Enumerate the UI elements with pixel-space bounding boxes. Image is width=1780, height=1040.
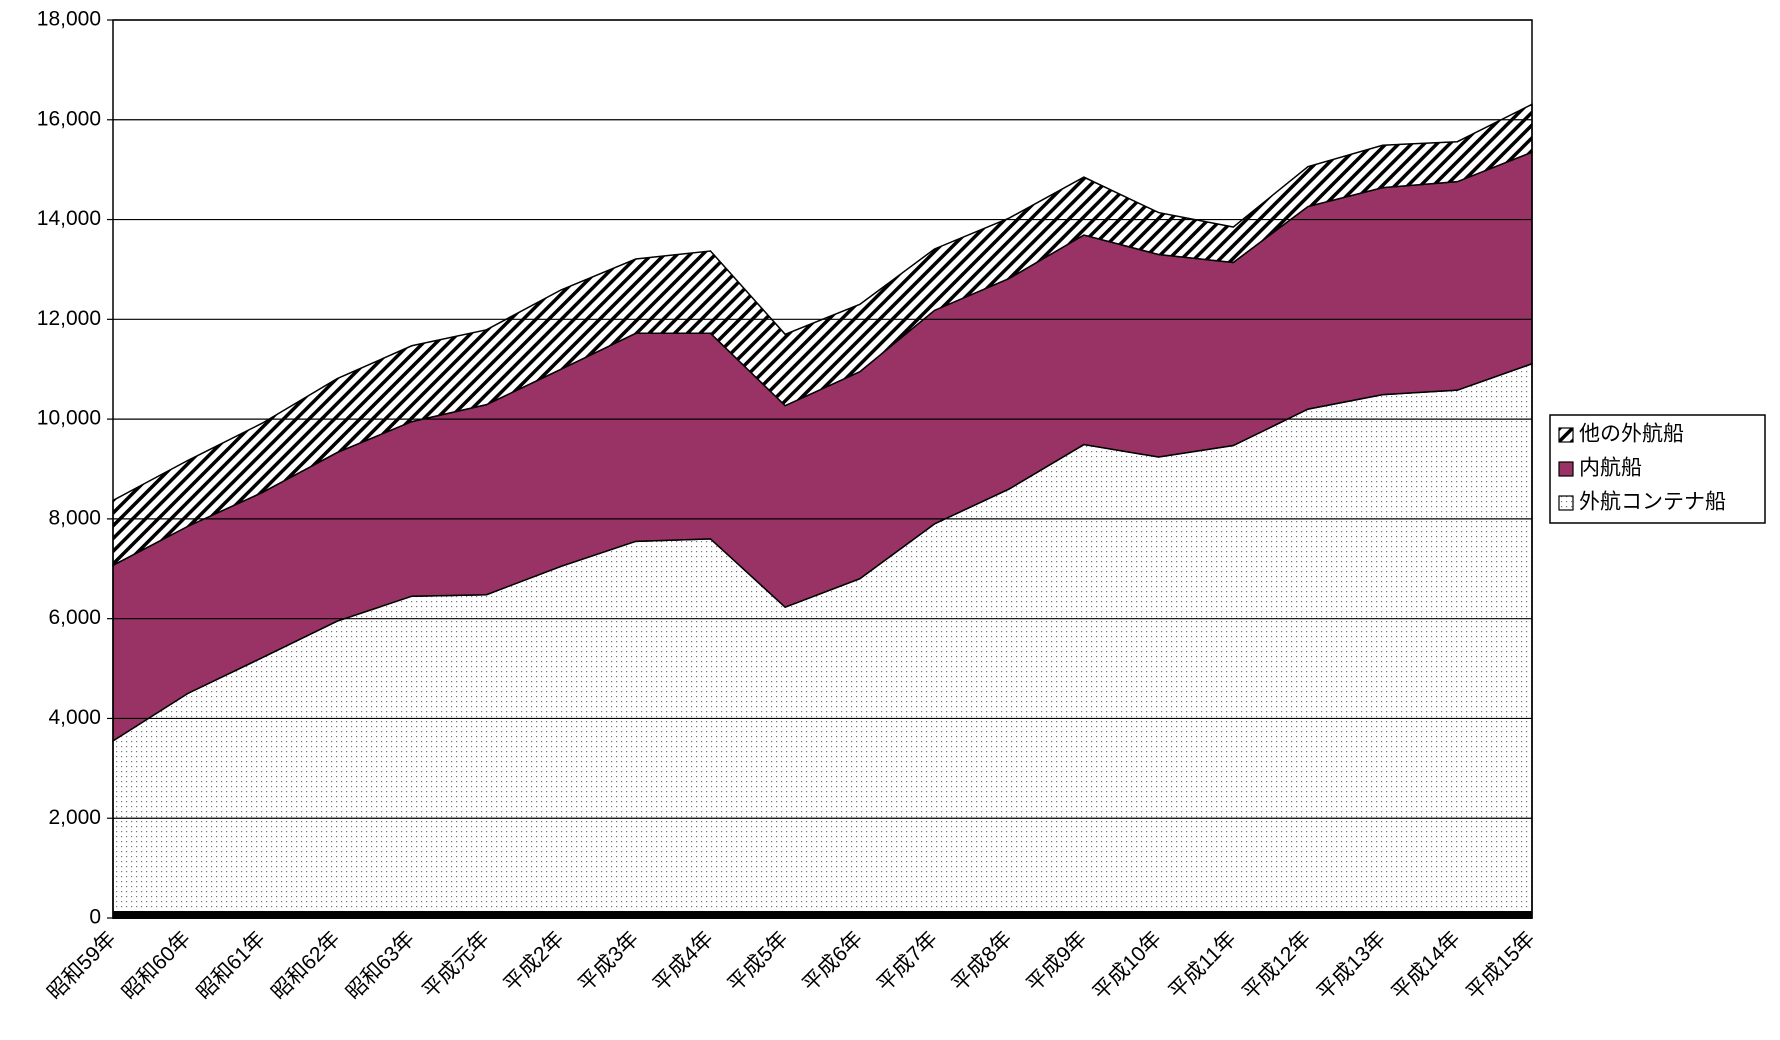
x-tick-label: 平成11年 bbox=[1164, 927, 1240, 1003]
x-tick-label: 平成10年 bbox=[1089, 927, 1166, 1004]
x-axis bbox=[113, 911, 1532, 919]
y-tick-label: 0 bbox=[89, 906, 101, 929]
x-tick-label: 平成6年 bbox=[798, 927, 867, 996]
x-tick-label: 平成元年 bbox=[418, 927, 494, 1003]
x-tick-label: 昭和61年 bbox=[192, 927, 269, 1004]
y-tick-label: 18,000 bbox=[37, 8, 101, 31]
legend-label: 他の外航船 bbox=[1579, 423, 1684, 446]
y-tick-label: 14,000 bbox=[37, 207, 101, 230]
x-tick-label: 平成15年 bbox=[1462, 927, 1539, 1004]
y-tick-label: 4,000 bbox=[48, 706, 101, 729]
x-tick-label: 平成2年 bbox=[499, 927, 568, 996]
legend-label: 外航コンテナ船 bbox=[1579, 491, 1726, 514]
x-tick-label: 平成3年 bbox=[574, 927, 643, 996]
x-tick-label: 平成8年 bbox=[948, 927, 1017, 996]
x-tick-label: 平成5年 bbox=[724, 927, 793, 996]
x-tick-label: 平成14年 bbox=[1387, 927, 1464, 1004]
x-tick-label: 昭和62年 bbox=[267, 927, 344, 1004]
y-tick-label: 12,000 bbox=[37, 307, 101, 330]
legend-label: 内航船 bbox=[1579, 457, 1642, 480]
x-tick-label: 平成12年 bbox=[1238, 927, 1315, 1004]
y-tick-label: 2,000 bbox=[48, 806, 101, 829]
legend-swatch bbox=[1558, 427, 1574, 443]
y-tick-label: 10,000 bbox=[37, 407, 101, 430]
x-tick-label: 平成4年 bbox=[649, 927, 718, 996]
y-tick-label: 8,000 bbox=[48, 506, 101, 529]
x-tick-label: 昭和59年 bbox=[43, 927, 120, 1004]
legend-swatch bbox=[1558, 461, 1574, 477]
legend-swatch bbox=[1558, 495, 1574, 511]
y-tick-label: 6,000 bbox=[48, 606, 101, 629]
x-tick-label: 昭和63年 bbox=[342, 927, 419, 1004]
x-tick-label: 平成9年 bbox=[1022, 927, 1091, 996]
y-tick-label: 16,000 bbox=[37, 107, 101, 130]
x-tick-label: 平成7年 bbox=[873, 927, 942, 996]
x-tick-label: 昭和60年 bbox=[118, 927, 195, 1004]
x-tick-label: 平成13年 bbox=[1313, 927, 1390, 1004]
legend-box bbox=[1549, 414, 1766, 524]
